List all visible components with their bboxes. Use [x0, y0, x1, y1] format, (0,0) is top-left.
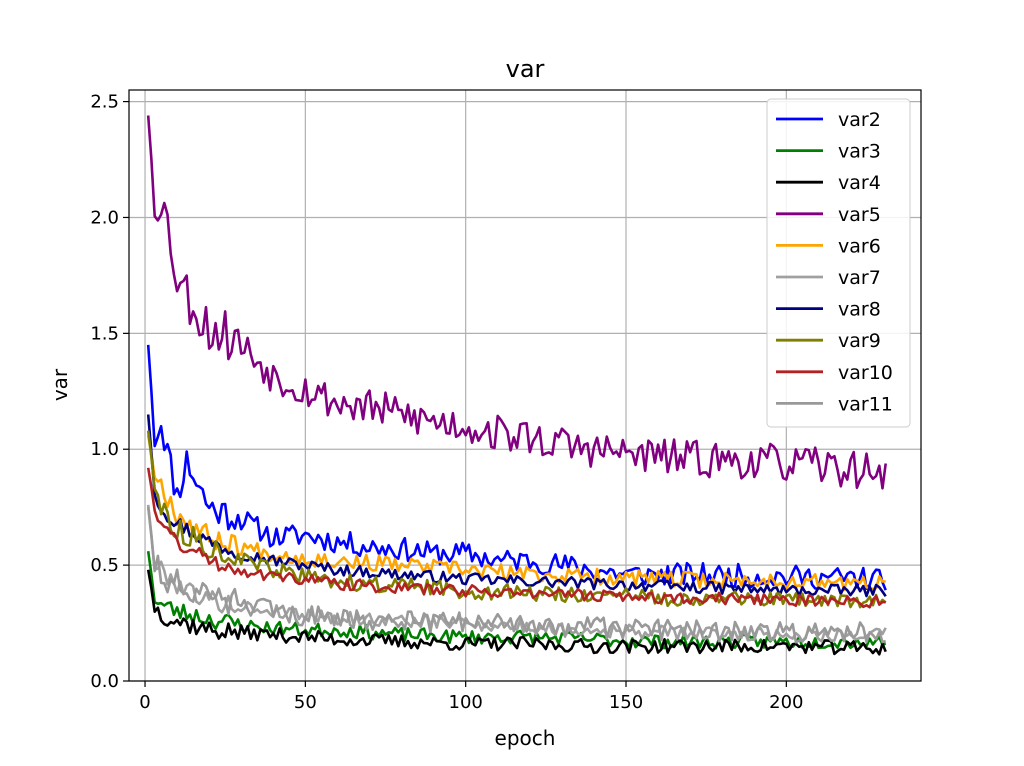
- y-tick-label: 1.5: [90, 323, 119, 344]
- series-line-var8: [146, 414, 887, 598]
- series-lines: [146, 115, 887, 656]
- legend-label-var9: var9: [838, 330, 881, 352]
- legend-label-var5: var5: [838, 204, 881, 226]
- x-tick-label: 0: [139, 692, 150, 713]
- y-tick-label: 0.5: [90, 555, 119, 576]
- chart-title: var: [506, 55, 545, 83]
- legend-label-var4: var4: [838, 172, 881, 194]
- y-tick-label: 2.0: [90, 207, 119, 228]
- legend-label-var11: var11: [838, 393, 893, 415]
- series-line-var2: [146, 344, 887, 591]
- axis-ticks: 0 50 100 150 200 0.0 0.5 1.0 1.5 2.0 2.5: [90, 92, 803, 713]
- series-line-var5: [146, 115, 887, 490]
- x-tick-label: 150: [609, 692, 643, 713]
- x-tick-label: 50: [294, 692, 317, 713]
- y-tick-label: 0.0: [90, 671, 119, 692]
- legend-label-var3: var3: [838, 141, 881, 163]
- legend-label-var10: var10: [838, 362, 893, 384]
- series-line-var4: [146, 569, 887, 656]
- legend-label-var6: var6: [838, 235, 881, 257]
- legend: var2 var3 var4 var5 var6 var7 var8 var9 var10 var…: [766, 98, 911, 428]
- y-axis-label: var: [48, 368, 72, 401]
- plot-frame: [128, 89, 922, 682]
- x-tick-label: 200: [769, 692, 803, 713]
- series-line-var10: [146, 467, 886, 609]
- legend-label-var2: var2: [838, 109, 881, 131]
- series-line-var11: [146, 507, 887, 644]
- y-tick-label: 2.5: [90, 92, 119, 113]
- legend-label-var8: var8: [838, 299, 881, 321]
- x-tick-label: 100: [449, 692, 483, 713]
- series-line-var7: [146, 504, 887, 643]
- x-axis-label: epoch: [495, 726, 556, 750]
- series-line-var6: [146, 435, 886, 592]
- legend-label-var7: var7: [838, 267, 881, 289]
- y-tick-label: 1.0: [90, 439, 119, 460]
